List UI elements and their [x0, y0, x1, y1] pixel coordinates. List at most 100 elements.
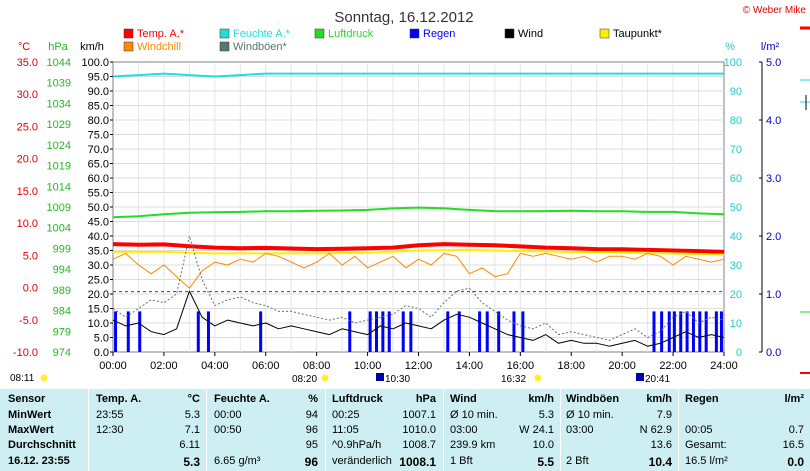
sunset-time: 16:32 [501, 374, 526, 385]
humidity-tick-label: 70 [730, 144, 742, 156]
temp-tick-label: 10.0 [17, 218, 38, 230]
legend-item: Taupunkt* [599, 28, 663, 40]
rain-tick-label: 5.0 [766, 57, 781, 69]
legend-item: Windchill [123, 41, 181, 53]
series-feuchte-a- [112, 72, 724, 78]
time-tick-label: 02:00 [150, 360, 178, 372]
stat-hum-val: 95 [305, 439, 318, 451]
stat-hum-val: 94 [305, 409, 318, 421]
stat-rain-b: 0.7 [788, 424, 804, 436]
stat-temp-val: 7.1 [184, 424, 200, 436]
time-tick-label: 16:00 [507, 360, 535, 372]
wind-unit-label: km/h [80, 41, 104, 53]
wind-tick-label: 25.0 [88, 275, 109, 287]
wind-tick-label: 40.0 [88, 231, 109, 243]
stat-gust-b: 13.6 [650, 439, 672, 451]
weather-chart: Sonntag, 16.12.2012 © Weber Mike Temp. A… [10, 5, 810, 385]
rain-bar [446, 311, 450, 352]
rain-tick-label: 3.0 [766, 173, 781, 185]
stat-label: MaxWert [8, 424, 54, 436]
time-tick-label: 12:00 [405, 360, 433, 372]
time-tick-label: 24:00 [710, 360, 738, 372]
pressure-tick-label: 994 [53, 264, 71, 276]
statistics-table: Sensor Temp. A. °C Feuchte A. % Luftdruc… [0, 389, 810, 471]
stat-hum-val: 96 [305, 424, 318, 436]
legend-item: Temp. A.* [123, 28, 185, 40]
stat-wind-a: Ø 10 min. [450, 409, 498, 421]
legend-label: Windchill [137, 41, 181, 53]
rain-bar [196, 311, 200, 352]
time-tick-label: 06:00 [252, 360, 280, 372]
rain-bar [381, 311, 385, 352]
chart-title: Sonntag, 16.12.2012 [334, 9, 473, 26]
series-temp-a- [112, 242, 725, 254]
wind-tick-label: 80.0 [88, 115, 109, 127]
rain-bars [114, 311, 723, 352]
axis-ticks: 35.0 30.0 25.0 20.0 15.0 10.0 5.0 0.0 -5.0 -10.0 1… [13, 57, 781, 372]
wind-tick-label: 0.0 [94, 347, 109, 359]
stat-hum-val: 96 [304, 455, 318, 469]
stat-wind-a: 03:00 [450, 424, 478, 436]
series-windb-en- [112, 235, 725, 341]
legend-label: Temp. A.* [137, 28, 185, 40]
legend-label: Feuchte A.* [233, 28, 291, 40]
pressure-tick-label: 1004 [47, 223, 71, 235]
stat-hum-time: 00:50 [214, 424, 242, 436]
pressure-tick-label: 1009 [47, 202, 71, 214]
time-tick-label: 20:00 [608, 360, 636, 372]
rain-bar [667, 311, 671, 352]
time-tick-label: 10:00 [354, 360, 382, 372]
rain-bar [457, 311, 461, 352]
header-temp: Temp. A. [96, 393, 142, 405]
humidity-tick-label: 100 [724, 57, 742, 69]
stat-gust-b: 10.4 [648, 455, 672, 469]
temp-tick-label: 30.0 [17, 89, 38, 101]
stat-wind-a: 239.9 km [450, 439, 496, 451]
stat-rain-a: 00:05 [685, 424, 713, 436]
rain-bar [512, 311, 516, 352]
header-gust: Windböen [566, 393, 620, 405]
legend-swatch [599, 28, 610, 39]
series-taupunkt- [113, 248, 725, 256]
rain-bar [497, 311, 501, 352]
temp-tick-label: 5.0 [23, 250, 38, 262]
rain-bar [374, 311, 378, 352]
time-tick-label: 14:00 [456, 360, 484, 372]
rain-bar [387, 311, 391, 352]
pressure-tick-label: 979 [53, 326, 71, 338]
header-sensor: Sensor [8, 393, 46, 405]
temp-tick-label: 15.0 [17, 186, 38, 198]
humidity-tick-label: 90 [730, 86, 742, 98]
temp-tick-label: 25.0 [17, 121, 38, 133]
stat-wind-b: 5.3 [538, 409, 554, 421]
header-wind: Wind [450, 393, 477, 405]
stat-hum-time: 00:00 [214, 409, 242, 421]
pressure-tick-label: 1024 [47, 140, 71, 152]
rain-bar [348, 311, 352, 352]
header-rain: Regen [685, 393, 719, 405]
temp-tick-label: 0.0 [23, 283, 38, 295]
rain-bar [679, 311, 683, 352]
sunrise-time: 08:11 [10, 373, 35, 384]
rain-bar [652, 311, 656, 352]
sun-icon [40, 374, 48, 382]
temp-tick-label: 20.0 [17, 154, 38, 166]
time-tick-label: 00:00 [99, 360, 127, 372]
wind-tick-label: 45.0 [88, 217, 109, 229]
pressure-tick-label: 1014 [47, 181, 71, 193]
stat-press-time: 11:05 [332, 424, 359, 436]
stat-press-time: 00:25 [332, 409, 360, 421]
time-tick-label: 18:00 [557, 360, 585, 372]
time-tick-label: 04:00 [201, 360, 229, 372]
rain-bar [660, 311, 664, 352]
rain-bar [485, 311, 489, 352]
legend-item: Luftdruck [314, 28, 374, 40]
stat-gust-a: Ø 10 min. [566, 409, 614, 421]
pressure-tick-label: 1034 [47, 98, 71, 110]
rain-bar [704, 311, 708, 352]
temp-tick-label: -5.0 [19, 315, 38, 327]
stat-wind-a: 1 Bft [450, 455, 473, 467]
legend-label: Luftdruck [328, 28, 374, 40]
stat-rain-a: 16.5 l/m² [685, 455, 728, 467]
rain-bar [138, 311, 142, 352]
